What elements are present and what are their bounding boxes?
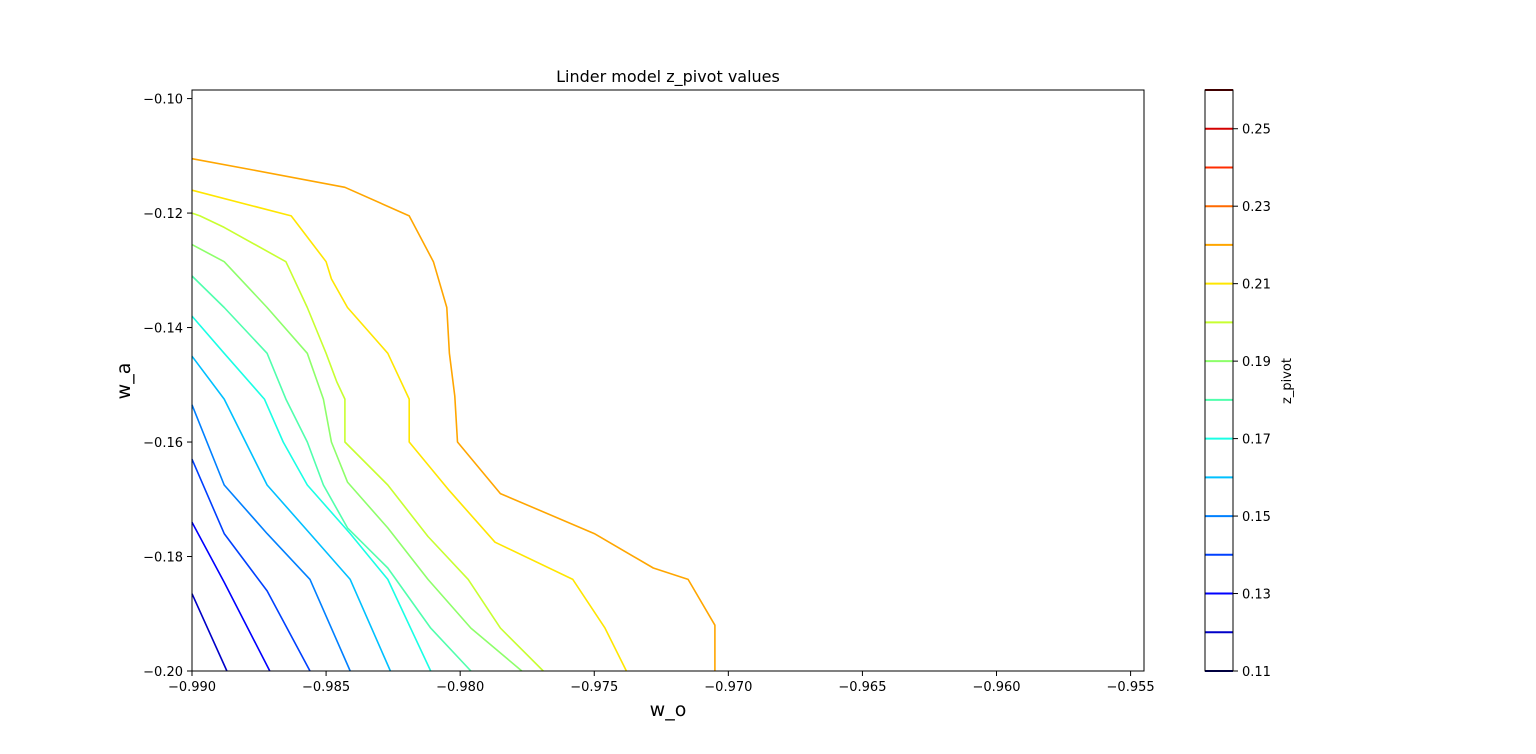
colorbar-border xyxy=(1204,89,1234,672)
contour-line-0.22 xyxy=(191,157,716,671)
x-tick-label: −0.975 xyxy=(570,680,618,695)
y-axis: −0.20 −0.18 −0.16 −0.14 −0.12 −0.10 xyxy=(143,93,192,680)
x-tick-label: −0.985 xyxy=(302,680,350,695)
contour-line-0.13 xyxy=(191,521,271,672)
contour-line-0.17 xyxy=(191,315,432,672)
contour-line-0.20 xyxy=(191,212,544,672)
y-tick-label: −0.12 xyxy=(143,207,183,222)
colorbar-label: z_pivot xyxy=(1280,358,1295,404)
y-tick-label: −0.16 xyxy=(143,436,183,451)
colorbar-tick-label: 0.23 xyxy=(1242,200,1271,215)
colorbar-tick-label: 0.25 xyxy=(1242,123,1271,138)
colorbar-tick-label: 0.21 xyxy=(1242,278,1271,293)
colorbar-ticks: 0.11 0.13 0.15 0.17 0.19 0.21 0.23 0.25 xyxy=(1233,123,1271,680)
plot-area xyxy=(191,89,1145,672)
colorbar-levels xyxy=(1205,89,1233,672)
x-tick-label: −0.960 xyxy=(972,680,1020,695)
contour-lines xyxy=(191,157,716,672)
contour-line-0.19 xyxy=(191,243,523,672)
contour-line-0.15 xyxy=(191,404,351,672)
colorbar-tick-label: 0.13 xyxy=(1242,588,1271,603)
contour-line-0.14 xyxy=(191,458,311,672)
plot-border xyxy=(191,89,1145,672)
x-tick-label: −0.965 xyxy=(838,680,886,695)
colorbar-tick-label: 0.17 xyxy=(1242,433,1271,448)
contour-line-0.18 xyxy=(191,275,472,672)
x-tick-label: −0.970 xyxy=(704,680,752,695)
colorbar-tick-label: 0.15 xyxy=(1242,510,1271,525)
x-tick-label: −0.955 xyxy=(1107,680,1155,695)
colorbar-tick-label: 0.19 xyxy=(1242,355,1271,370)
contour-line-0.21 xyxy=(191,189,628,672)
contour-line-0.12 xyxy=(191,593,228,672)
y-tick-label: −0.18 xyxy=(143,551,183,566)
colorbar-frame-fill xyxy=(1205,90,1233,671)
x-axis-label: w_o xyxy=(650,699,687,721)
y-tick-label: −0.20 xyxy=(143,665,183,680)
y-axis-label: w_a xyxy=(113,363,135,400)
plot-frame xyxy=(192,90,1144,671)
y-tick-label: −0.14 xyxy=(143,322,183,337)
x-axis: −0.990 −0.985 −0.980 −0.975 −0.970 −0.965 −0.9… xyxy=(168,671,1155,695)
colorbar-tick-label: 0.11 xyxy=(1242,665,1271,680)
x-tick-label: −0.990 xyxy=(168,680,216,695)
contour-line-0.16 xyxy=(191,355,392,672)
x-tick-label: −0.980 xyxy=(436,680,484,695)
chart-title: Linder model z_pivot values xyxy=(556,67,780,87)
y-tick-label: −0.10 xyxy=(143,93,183,108)
colorbar: 0.11 0.13 0.15 0.17 0.19 0.21 0.23 0.25 z_pivot xyxy=(1204,89,1295,680)
